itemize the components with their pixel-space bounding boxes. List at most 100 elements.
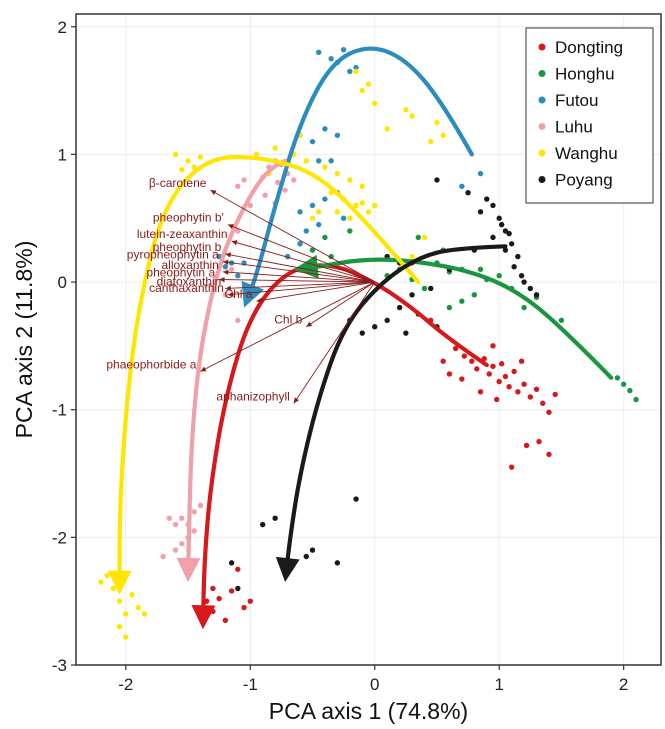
data-point-poyang bbox=[490, 234, 496, 241]
trajectory-dongting bbox=[201, 263, 489, 617]
data-point-wanghu bbox=[309, 215, 316, 221]
data-point-futou bbox=[322, 126, 328, 132]
data-point-poyang bbox=[518, 272, 525, 279]
data-point-poyang bbox=[498, 221, 505, 228]
data-point-poyang bbox=[409, 292, 415, 298]
data-point-wanghu bbox=[409, 253, 415, 260]
data-point-poyang bbox=[484, 196, 490, 202]
data-point-dongting bbox=[536, 438, 542, 445]
loading-arrowhead bbox=[200, 366, 207, 372]
data-point-dongting bbox=[469, 358, 475, 364]
data-point-wanghu bbox=[197, 154, 204, 160]
data-point-luhu bbox=[179, 515, 185, 521]
legend: Dongting Honghu Futou Luhu Wanghu Poyang bbox=[525, 27, 654, 204]
loading-label: pheophytin b bbox=[153, 240, 222, 254]
trajectory-wanghu bbox=[117, 154, 421, 583]
loading-vector bbox=[222, 261, 375, 283]
x-tick-label: 0 bbox=[370, 675, 379, 694]
data-point-dongting bbox=[508, 464, 515, 470]
data-point-dongting bbox=[521, 381, 527, 387]
data-point-poyang bbox=[228, 560, 235, 566]
data-point-poyang bbox=[496, 215, 502, 221]
data-point-dongting bbox=[490, 363, 496, 370]
data-point-wanghu bbox=[365, 209, 372, 215]
data-point-poyang bbox=[384, 317, 390, 324]
legend-marker bbox=[538, 70, 546, 77]
loading-arrowhead bbox=[256, 297, 263, 303]
data-point-poyang bbox=[309, 547, 316, 553]
data-point-poyang bbox=[465, 190, 471, 196]
loading-vector bbox=[306, 281, 375, 328]
data-point-wanghu bbox=[116, 624, 123, 630]
data-point-luhu bbox=[282, 187, 288, 193]
legend-label: Dongting bbox=[555, 38, 623, 57]
data-point-wanghu bbox=[272, 145, 278, 151]
data-point-poyang bbox=[334, 560, 341, 566]
data-point-poyang bbox=[260, 521, 266, 528]
legend-label: Poyang bbox=[555, 171, 613, 190]
data-point-wanghu bbox=[334, 209, 341, 215]
data-point-poyang bbox=[428, 285, 434, 292]
data-point-honghu bbox=[558, 317, 565, 324]
data-point-dongting bbox=[216, 595, 222, 602]
data-point-futou bbox=[222, 264, 229, 270]
data-point-dongting bbox=[459, 376, 465, 382]
data-point-futou bbox=[459, 183, 465, 190]
data-point-wanghu bbox=[322, 164, 328, 170]
data-point-poyang bbox=[434, 177, 440, 183]
data-point-wanghu bbox=[334, 170, 341, 177]
data-point-futou bbox=[297, 241, 303, 247]
loading-vector bbox=[219, 279, 375, 283]
data-point-futou bbox=[316, 49, 322, 55]
loading-label: pheophytin a bbox=[146, 266, 215, 280]
data-point-dongting bbox=[523, 442, 530, 449]
data-point-wanghu bbox=[353, 202, 359, 209]
legend-label: Futou bbox=[555, 91, 598, 110]
data-point-wanghu bbox=[372, 100, 378, 107]
data-point-dongting bbox=[498, 361, 505, 367]
legend-item-luhu: Luhu bbox=[538, 118, 593, 137]
axis-ticks: -2 -1 0 1 2 -3 -2 -1 0 1 2 bbox=[52, 18, 629, 694]
data-point-poyang bbox=[372, 324, 378, 330]
data-point-honghu bbox=[415, 234, 421, 241]
data-point-dongting bbox=[502, 373, 509, 380]
data-point-poyang bbox=[477, 209, 484, 215]
data-point-luhu bbox=[179, 541, 185, 547]
loading-arrowhead bbox=[306, 321, 313, 327]
data-point-poyang bbox=[490, 202, 496, 209]
data-point-dongting bbox=[474, 366, 480, 372]
data-point-honghu bbox=[477, 266, 484, 272]
legend-item-honghu: Honghu bbox=[538, 65, 615, 84]
data-point-wanghu bbox=[179, 167, 185, 173]
data-point-wanghu bbox=[253, 151, 260, 158]
data-point-luhu bbox=[172, 547, 179, 553]
data-point-futou bbox=[309, 202, 316, 209]
data-point-dongting bbox=[490, 343, 496, 349]
data-point-honghu bbox=[309, 247, 316, 253]
data-point-luhu bbox=[235, 183, 241, 190]
loading-arrowhead bbox=[293, 397, 299, 404]
data-point-dongting bbox=[452, 345, 459, 352]
data-point-wanghu bbox=[372, 202, 378, 209]
data-point-honghu bbox=[328, 253, 334, 260]
trajectory-luhu bbox=[186, 158, 288, 570]
data-point-futou bbox=[322, 196, 328, 202]
data-point-luhu bbox=[235, 228, 241, 234]
data-point-honghu bbox=[496, 272, 502, 279]
data-point-dongting bbox=[511, 368, 517, 375]
legend-item-dongting: Dongting bbox=[538, 38, 623, 57]
data-point-wanghu bbox=[303, 158, 309, 164]
data-point-poyang bbox=[533, 292, 540, 298]
trajectory-arrowhead-luhu bbox=[176, 557, 201, 583]
data-point-wanghu bbox=[359, 200, 365, 206]
loading-vector bbox=[293, 281, 376, 404]
data-point-dongting bbox=[477, 389, 484, 395]
data-point-wanghu bbox=[116, 598, 123, 604]
loading-arrowhead bbox=[225, 285, 231, 291]
data-point-wanghu bbox=[98, 579, 104, 585]
legend-marker bbox=[538, 123, 546, 130]
legend-box bbox=[525, 27, 654, 204]
data-point-wanghu bbox=[316, 209, 322, 215]
data-point-poyang bbox=[511, 264, 517, 270]
loading-arrowhead bbox=[222, 259, 229, 265]
